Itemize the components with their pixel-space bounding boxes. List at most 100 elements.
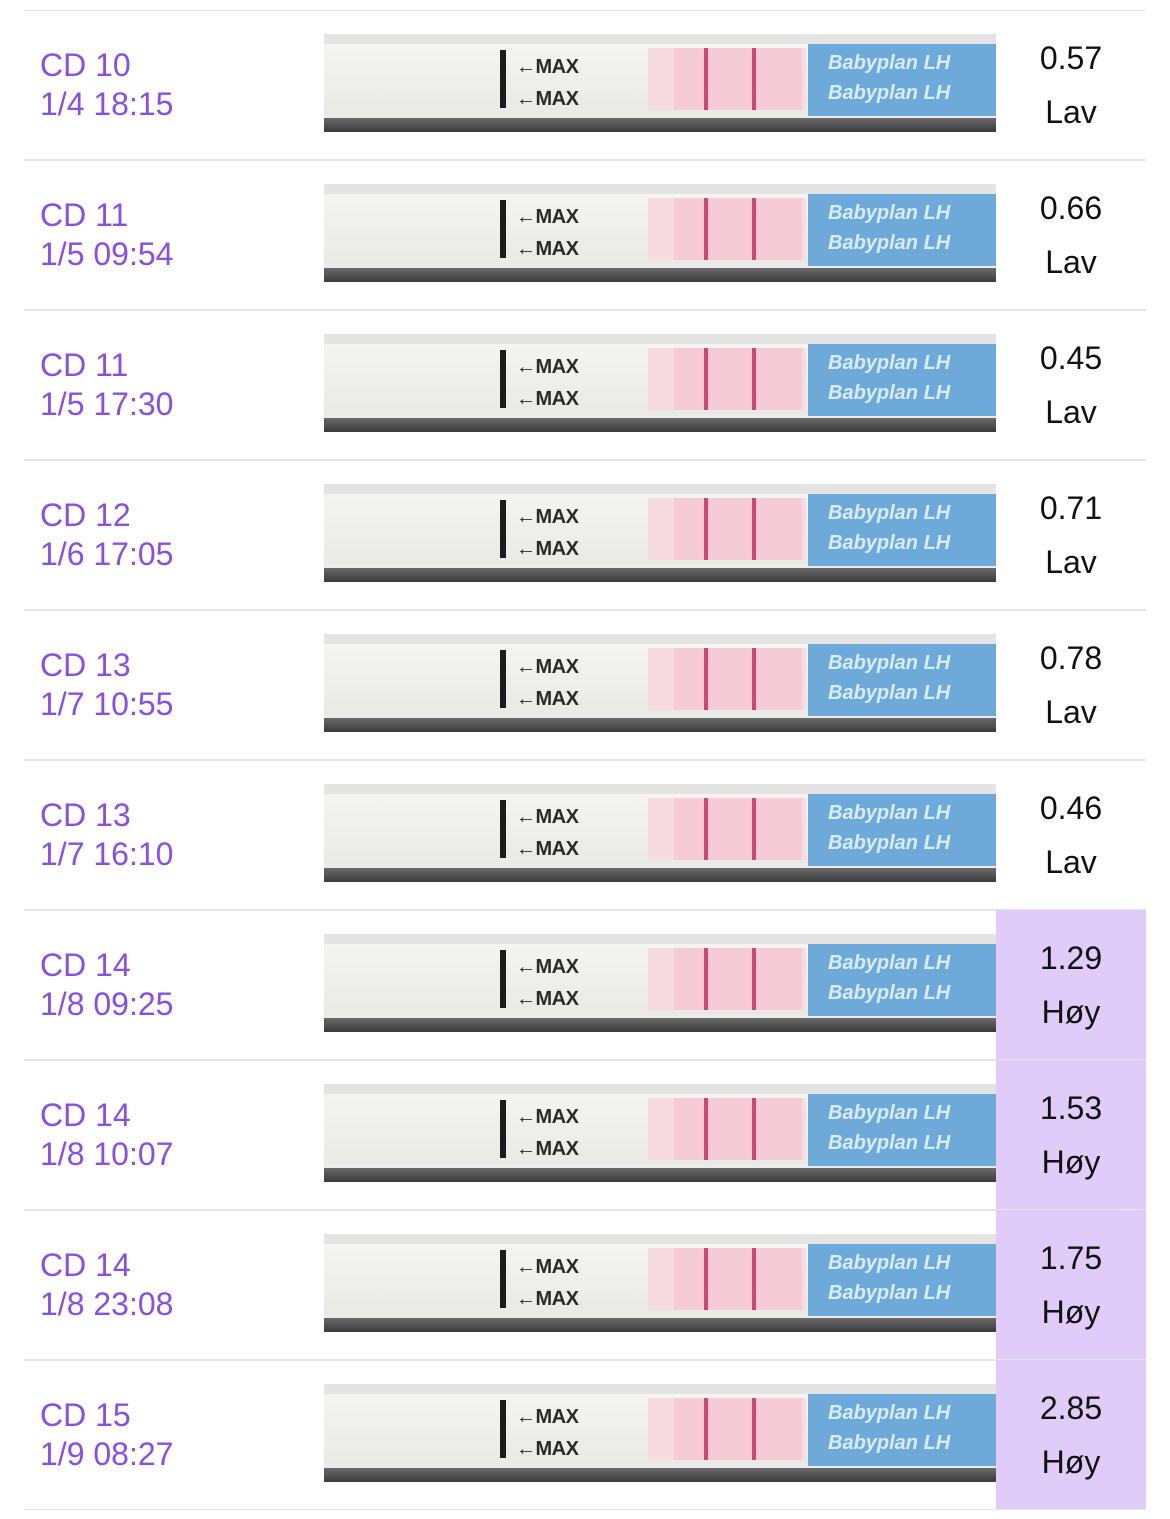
max-line-marker xyxy=(500,800,506,858)
max-line-marker xyxy=(500,650,506,708)
lh-level-label: Lav xyxy=(1045,544,1097,580)
row-separator-top xyxy=(24,910,1146,911)
row-separator-top xyxy=(24,610,1146,611)
row-separator xyxy=(24,1209,1146,1210)
test-entry-row[interactable]: CD 13 1/7 16:10 ←MAX ←MAX Babyplan LH Ba… xyxy=(24,760,1146,910)
lh-level-label: Lav xyxy=(1045,244,1097,280)
datetime-label: 1/7 16:10 xyxy=(40,836,174,872)
result-window xyxy=(648,948,806,1010)
brand-text: Babyplan LH xyxy=(828,652,951,674)
row-separator xyxy=(24,1359,1146,1360)
test-strip-photo: ←MAX ←MAX Babyplan LH Babyplan LH xyxy=(324,334,996,432)
test-entry-row[interactable]: CD 13 1/7 10:55 ←MAX ←MAX Babyplan LH Ba… xyxy=(24,610,1146,760)
brand-text: Babyplan LH xyxy=(828,382,951,404)
max-label: ←MAX xyxy=(516,388,579,410)
max-line-marker xyxy=(500,50,506,108)
result-window xyxy=(648,648,806,710)
entry-label: CD 14 1/8 10:07 xyxy=(40,1096,173,1174)
test-entry-row[interactable]: CD 14 1/8 23:08 ←MAX ←MAX Babyplan LH Ba… xyxy=(24,1210,1146,1360)
control-line xyxy=(704,48,708,110)
max-label: ←MAX xyxy=(516,1138,579,1160)
brand-label: Babyplan LH Babyplan LH xyxy=(808,944,996,1016)
row-separator xyxy=(24,1059,1146,1060)
cycle-day-label: CD 14 xyxy=(40,947,131,983)
datetime-label: 1/7 10:55 xyxy=(40,686,174,722)
entry-label: CD 11 1/5 17:30 xyxy=(40,346,173,424)
lh-level-label: Høy xyxy=(1041,1444,1101,1480)
entry-label: CD 13 1/7 16:10 xyxy=(40,796,173,874)
test-line xyxy=(752,1248,756,1310)
lh-ratio-value: 0.57 xyxy=(1039,40,1103,76)
row-separator-top xyxy=(24,1210,1146,1211)
test-line xyxy=(752,1398,756,1460)
control-line xyxy=(704,948,708,1010)
brand-label: Babyplan LH Babyplan LH xyxy=(808,494,996,566)
datetime-label: 1/5 17:30 xyxy=(40,386,174,422)
row-separator-top xyxy=(24,760,1146,761)
lh-level-label: Lav xyxy=(1045,94,1097,130)
lh-result-cell: 0.78 Lav xyxy=(996,610,1146,760)
control-line xyxy=(704,1248,708,1310)
lh-result-cell: 0.45 Lav xyxy=(996,310,1146,460)
result-window xyxy=(648,1098,806,1160)
lh-ratio-value: 0.71 xyxy=(1039,490,1103,526)
test-entry-row[interactable]: CD 10 1/4 18:15 ←MAX ←MAX Babyplan LH Ba… xyxy=(24,10,1146,160)
test-entry-row[interactable]: CD 14 1/8 09:25 ←MAX ←MAX Babyplan LH Ba… xyxy=(24,910,1146,1060)
control-line xyxy=(704,498,708,560)
max-label: ←MAX xyxy=(516,506,579,528)
test-strip-photo: ←MAX ←MAX Babyplan LH Babyplan LH xyxy=(324,934,996,1032)
lh-ratio-value: 1.53 xyxy=(1039,1090,1103,1126)
result-window xyxy=(648,48,806,110)
datetime-label: 1/4 18:15 xyxy=(40,86,174,122)
max-label: ←MAX xyxy=(516,1406,579,1428)
control-line xyxy=(704,648,708,710)
brand-label: Babyplan LH Babyplan LH xyxy=(808,344,996,416)
row-separator-top xyxy=(24,1360,1146,1361)
lh-level-label: Lav xyxy=(1045,694,1097,730)
max-label: ←MAX xyxy=(516,1438,579,1460)
cycle-day-label: CD 14 xyxy=(40,1097,131,1133)
lh-level-label: Lav xyxy=(1045,394,1097,430)
lh-result-cell: 0.46 Lav xyxy=(996,760,1146,910)
cycle-day-label: CD 13 xyxy=(40,647,131,683)
lh-result-cell: 1.29 Høy xyxy=(996,910,1146,1060)
test-entry-row[interactable]: CD 11 1/5 09:54 ←MAX ←MAX Babyplan LH Ba… xyxy=(24,160,1146,310)
test-strip-photo: ←MAX ←MAX Babyplan LH Babyplan LH xyxy=(324,34,996,132)
lh-ratio-value: 0.45 xyxy=(1039,340,1103,376)
brand-label: Babyplan LH Babyplan LH xyxy=(808,1244,996,1316)
datetime-label: 1/9 08:27 xyxy=(40,1436,174,1472)
row-separator xyxy=(24,1509,1146,1510)
max-line-marker xyxy=(500,200,506,258)
brand-text: Babyplan LH xyxy=(828,1402,951,1424)
datetime-label: 1/8 10:07 xyxy=(40,1136,174,1172)
row-separator-top xyxy=(24,160,1146,161)
brand-text: Babyplan LH xyxy=(828,532,951,554)
test-strip-photo: ←MAX ←MAX Babyplan LH Babyplan LH xyxy=(324,634,996,732)
lh-level-label: Høy xyxy=(1041,1144,1101,1180)
brand-text: Babyplan LH xyxy=(828,1432,951,1454)
lh-result-cell: 2.85 Høy xyxy=(996,1360,1146,1510)
test-strip-photo: ←MAX ←MAX Babyplan LH Babyplan LH xyxy=(324,784,996,882)
max-line-marker xyxy=(500,350,506,408)
entry-label: CD 15 1/9 08:27 xyxy=(40,1396,173,1474)
max-line-marker xyxy=(500,950,506,1008)
brand-text: Babyplan LH xyxy=(828,502,951,524)
lh-result-cell: 0.71 Lav xyxy=(996,460,1146,610)
test-entry-row[interactable]: CD 11 1/5 17:30 ←MAX ←MAX Babyplan LH Ba… xyxy=(24,310,1146,460)
brand-text: Babyplan LH xyxy=(828,82,951,104)
result-window xyxy=(648,1248,806,1310)
test-entry-row[interactable]: CD 15 1/9 08:27 ←MAX ←MAX Babyplan LH Ba… xyxy=(24,1360,1146,1510)
brand-label: Babyplan LH Babyplan LH xyxy=(808,644,996,716)
cycle-day-label: CD 12 xyxy=(40,497,131,533)
result-window xyxy=(648,198,806,260)
max-line-marker xyxy=(500,500,506,558)
test-entry-row[interactable]: CD 14 1/8 10:07 ←MAX ←MAX Babyplan LH Ba… xyxy=(24,1060,1146,1210)
test-line xyxy=(752,498,756,560)
test-strip-photo: ←MAX ←MAX Babyplan LH Babyplan LH xyxy=(324,184,996,282)
max-label: ←MAX xyxy=(516,238,579,260)
max-label: ←MAX xyxy=(516,1106,579,1128)
test-entry-row[interactable]: CD 12 1/6 17:05 ←MAX ←MAX Babyplan LH Ba… xyxy=(24,460,1146,610)
max-label: ←MAX xyxy=(516,206,579,228)
cycle-day-label: CD 11 xyxy=(40,197,129,233)
test-line xyxy=(752,648,756,710)
